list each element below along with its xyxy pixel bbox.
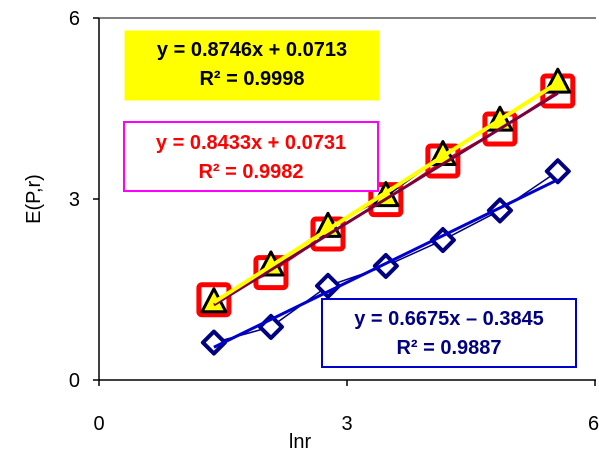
equation-blue-eq: y = 0.6675x – 0.3845 <box>354 308 544 330</box>
x-tick-label-6: 6 <box>588 413 599 435</box>
equation-box-red: y = 0.8433x + 0.0731 R² = 0.9982 <box>123 121 379 192</box>
y-tick-label-0: 0 <box>69 370 80 392</box>
series-diamonds-point-0 <box>200 329 227 356</box>
equation-box-yellow: y = 0.8746x + 0.0713 R² = 0.9998 <box>124 30 380 101</box>
equation-blue-r2: R² = 0.9887 <box>396 337 501 359</box>
equation-yellow-eq: y = 0.8746x + 0.0713 <box>157 39 347 61</box>
series-squares-point-0 <box>196 282 232 318</box>
y-tick-label-6: 6 <box>69 8 80 30</box>
x-axis-title: lnr <box>289 431 312 453</box>
y-tick-label-3: 3 <box>69 189 80 211</box>
series-diamonds-point-6 <box>544 158 571 185</box>
equation-red-r2: R² = 0.9982 <box>198 161 303 183</box>
equation-red-eq: y = 0.8433x + 0.0731 <box>156 132 346 154</box>
equation-box-blue: y = 0.6675x – 0.3845 R² = 0.9887 <box>321 298 577 368</box>
series-diamonds-point-2 <box>314 272 341 299</box>
x-tick-label-0: 0 <box>93 413 104 435</box>
trendline-diamonds <box>213 178 559 349</box>
x-tick-label-3: 3 <box>341 413 352 435</box>
equation-box-blue-bg <box>321 298 577 368</box>
equation-box-yellow-bg <box>124 30 380 101</box>
trendline-triangles <box>212 81 559 305</box>
trendline-squares <box>213 91 559 307</box>
data-marks <box>196 67 576 356</box>
equation-box-red-bg <box>123 121 379 192</box>
equation-yellow-r2: R² = 0.9998 <box>199 68 304 90</box>
y-axis-title: E(P,r) <box>23 174 45 224</box>
